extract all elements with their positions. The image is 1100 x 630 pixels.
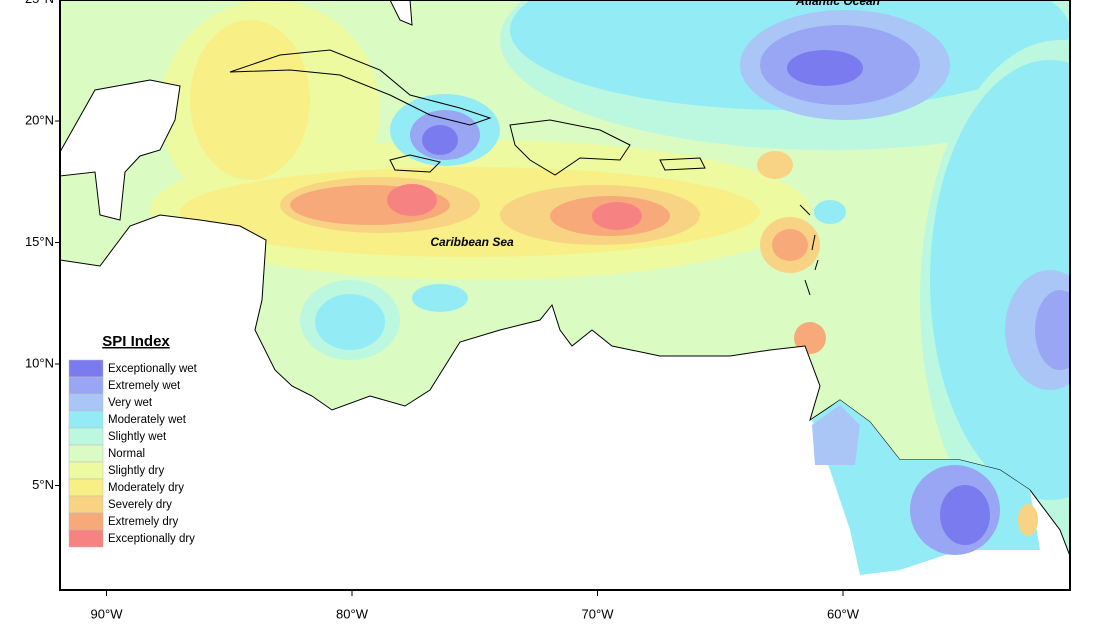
legend-label: Severely dry [108,499,172,511]
legend-swatch [68,461,104,480]
hispaniola [509,119,631,176]
wet-area [787,50,863,86]
legend-swatch [68,444,104,463]
sea-label: Caribbean Sea [430,235,514,249]
lon-tick-label: 90°W [91,606,124,621]
ticks: 25°N 20°N 15°N 10°N 5°N 90°W 80°W 70°W 60°W [25,0,860,621]
dry-area [190,20,310,180]
legend-title: SPI Index [102,333,170,350]
legend-label: Exceptionally wet [108,363,198,375]
legend-label: Moderately wet [108,414,187,426]
legend-swatch [68,529,104,548]
legend-label: Extremely wet [108,380,181,392]
lat-tick-label: 15°N [25,234,54,249]
cuba [229,49,492,126]
legend-label: Slightly wet [108,431,167,443]
legend: SPI Index Exceptionally wet Extremely wet… [68,333,198,548]
yucatan [59,79,181,221]
islands [229,49,819,296]
lat-tick-label: 25°N [25,0,54,6]
dry-area [387,184,437,216]
legend-swatch [68,495,104,514]
land-spi [812,400,1040,575]
lon-tick-label: 70°W [582,606,615,621]
legend-swatch [68,427,104,446]
legend-label: Exceptionally dry [108,533,195,545]
wet-area [1035,290,1070,370]
wet-area [930,60,1070,500]
legend-swatch [68,376,104,395]
lat-tick-label: 10°N [25,355,54,370]
wet-area [812,405,860,465]
lesser-antilles [799,204,819,296]
legend-swatch [68,410,104,429]
dry-area [757,151,793,179]
wet-area [412,284,468,312]
puerto-rico [659,157,706,171]
dry-area [1018,504,1038,536]
ocean-label: Atlantic Ocean [795,0,880,8]
lon-tick-label: 80°W [336,606,369,621]
legend-label: Extremely dry [108,516,179,528]
legend-swatch [68,393,104,412]
land [59,0,1071,591]
legend-label: Normal [108,448,145,460]
dry-area [772,229,808,261]
lat-tick-label: 5°N [32,477,54,492]
legend-label: Very wet [108,397,153,409]
legend-label: Slightly dry [108,465,164,477]
legend-swatch [68,359,104,378]
wet-area [422,125,458,155]
lat-tick-label: 20°N [25,112,54,127]
map-frame [59,0,1071,591]
dry-area [592,202,642,230]
legend-label: Moderately dry [108,482,184,494]
wet-area [814,200,846,224]
jamaica [389,154,441,173]
florida [389,0,413,26]
wet-area [940,485,990,545]
legend-swatch [68,512,104,531]
lon-tick-label: 60°W [827,606,860,621]
wet-area [315,294,385,350]
legend-swatch [68,478,104,497]
